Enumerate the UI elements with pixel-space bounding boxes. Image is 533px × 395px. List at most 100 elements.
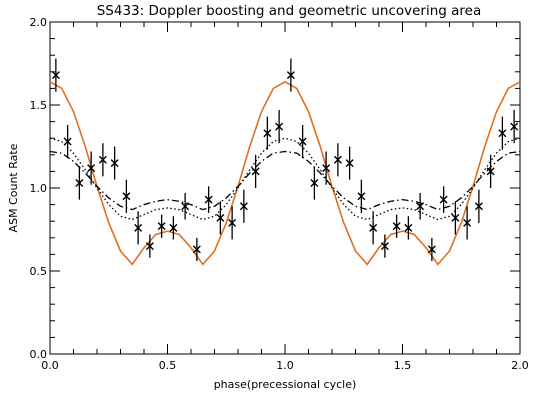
y-axis-label: ASM Count Rate <box>7 143 20 232</box>
point-marker <box>416 202 425 211</box>
point-marker <box>345 159 354 168</box>
data-point <box>239 189 248 223</box>
data-point <box>427 237 436 262</box>
data-point <box>486 154 495 188</box>
data-point <box>263 116 272 150</box>
x-tick-label: 0.0 <box>41 359 59 372</box>
data-point <box>275 109 284 144</box>
point-marker <box>51 71 60 80</box>
y-tick-label: 0.0 <box>30 348 48 361</box>
point-marker <box>216 213 225 222</box>
point-marker <box>275 122 284 131</box>
data-point <box>192 237 201 262</box>
data-point <box>392 214 401 238</box>
data-point <box>286 58 295 92</box>
chart-title: SS433: Doppler boosting and geometric un… <box>97 3 482 19</box>
point-marker <box>439 195 448 204</box>
data-point <box>298 124 307 159</box>
model-curve-solid <box>49 80 521 266</box>
point-marker <box>357 192 366 201</box>
x-tick-label: 1.5 <box>394 359 412 372</box>
data-point <box>310 166 319 200</box>
data-point <box>75 166 84 200</box>
point-marker <box>474 202 483 211</box>
point-marker <box>486 167 495 176</box>
tick-labels: 0.0 0.5 1.0 1.5 2.0 0.0 0.5 1.0 1.5 2.0 <box>30 16 529 372</box>
data-point <box>498 116 507 150</box>
model-curve-dash-dot <box>49 150 521 211</box>
point-marker <box>110 159 119 168</box>
y-tick-label: 1.0 <box>30 182 48 195</box>
x-tick-label: 1.0 <box>276 359 294 372</box>
data-point <box>145 234 154 258</box>
data-point <box>333 143 342 177</box>
point-marker <box>369 223 378 232</box>
point-marker <box>122 192 131 201</box>
data-point <box>510 109 519 144</box>
point-marker <box>157 222 166 231</box>
data-point <box>181 192 190 220</box>
point-marker <box>404 223 413 232</box>
data-point <box>439 186 448 213</box>
point-marker <box>134 223 143 232</box>
axis-ticks <box>49 21 521 355</box>
data-point <box>357 179 366 213</box>
y-tick-label: 2.0 <box>30 16 48 29</box>
point-marker <box>451 213 460 222</box>
data-point <box>251 154 260 188</box>
data-point <box>322 151 331 185</box>
x-tick-label: 2.0 <box>511 359 529 372</box>
point-marker <box>322 164 331 173</box>
point-marker <box>463 218 472 227</box>
point-marker <box>181 202 190 211</box>
data-point <box>169 216 178 240</box>
plot-frame <box>49 21 521 355</box>
data-point <box>474 189 483 223</box>
data-point <box>204 186 213 213</box>
data-point <box>228 206 237 240</box>
model-curves <box>49 80 521 266</box>
data-point <box>51 58 60 92</box>
point-marker <box>228 218 237 227</box>
x-axis-label: phase(precessional cycle) <box>214 378 357 391</box>
point-marker <box>298 137 307 146</box>
data-point <box>380 234 389 258</box>
data-point <box>216 201 225 235</box>
point-marker <box>380 242 389 251</box>
point-marker <box>333 155 342 164</box>
point-marker <box>204 195 213 204</box>
model-curve-dotted <box>49 137 521 221</box>
point-marker <box>510 122 519 131</box>
y-tick-label: 1.5 <box>30 99 48 112</box>
point-marker <box>98 155 107 164</box>
point-marker <box>498 129 507 138</box>
data-point <box>451 201 460 235</box>
point-marker <box>263 129 272 138</box>
point-marker <box>286 71 295 80</box>
data-point <box>157 214 166 238</box>
y-tick-label: 0.5 <box>30 265 48 278</box>
data-point <box>404 216 413 240</box>
x-tick-label: 0.5 <box>159 359 177 372</box>
data-point <box>122 179 131 213</box>
point-marker <box>63 137 72 146</box>
point-marker <box>75 179 84 188</box>
point-marker <box>169 223 178 232</box>
point-marker <box>87 164 96 173</box>
point-marker <box>427 245 436 254</box>
point-marker <box>145 242 154 251</box>
point-marker <box>251 167 260 176</box>
data-point <box>463 206 472 240</box>
data-point <box>87 151 96 185</box>
data-point <box>98 143 107 177</box>
point-marker <box>239 202 248 211</box>
data-point <box>63 124 72 159</box>
data-point <box>369 211 378 245</box>
point-marker <box>310 179 319 188</box>
data-point <box>345 146 354 180</box>
data-point <box>110 146 119 180</box>
data-point <box>416 192 425 220</box>
data-points <box>51 58 519 262</box>
point-marker <box>192 245 201 254</box>
